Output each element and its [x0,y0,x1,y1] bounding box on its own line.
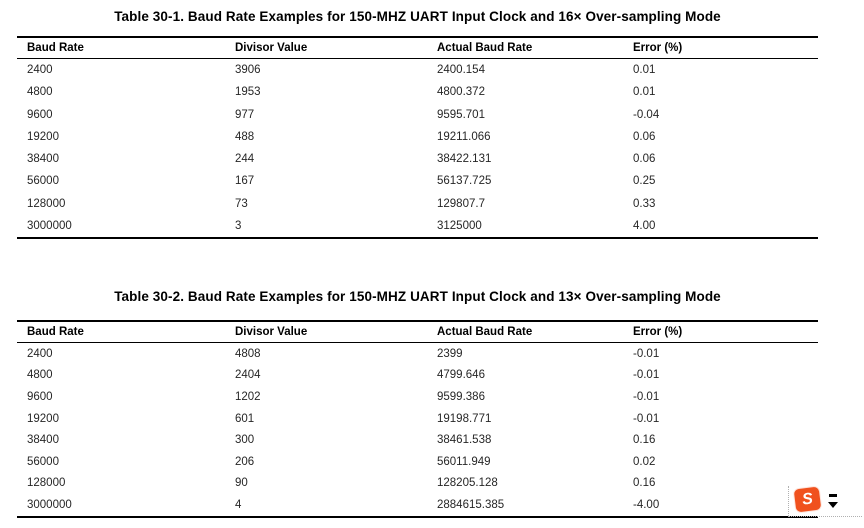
table-cell: -0.01 [633,390,660,403]
table-cell: -0.04 [633,108,660,121]
table-cell: 38461.538 [437,434,492,447]
table-cell: 0.16 [633,477,656,490]
table-cell: 3125000 [437,219,482,232]
column-header: Actual Baud Rate [427,37,623,59]
table-row: 56000 206 56011.949 0.02 [17,451,818,473]
table-cell: 206 [235,455,255,468]
table-row: 3000000 3 3125000 4.00 [17,215,818,238]
table-cell: 56000 [27,175,59,188]
table-cell: 1202 [235,390,261,403]
table-cell: -4.00 [633,498,660,511]
baud-rate-table-13x: Baud Rate Divisor Value Actual Baud Rate Er… [17,320,818,518]
table-cell: 2400.154 [437,64,485,77]
table-cell: 2400 [27,347,53,360]
capture-logo-icon[interactable]: S [793,486,822,513]
table-cell: 2884615.385 [437,498,505,511]
table-cell: 19211.066 [437,130,491,143]
table-cell: 488 [235,130,255,143]
table-cell: 601 [235,412,255,425]
table-cell: 38400 [27,153,59,166]
table-cell: 56000 [27,455,59,468]
table-header-row: Baud Rate Divisor Value Actual Baud Rate Er… [17,321,818,343]
table-cell: 2404 [235,369,261,382]
table-cell: 0.01 [633,86,656,99]
table-cell: 9600 [27,390,53,403]
column-header: Actual Baud Rate [427,321,623,343]
table-row: 38400 244 38422.131 0.06 [17,148,818,170]
table-30-1-caption: Table 30-1. Baud Rate Examples for 150-M… [114,9,721,24]
table-cell: 90 [235,477,248,490]
table-row: 2400 4808 2399 -0.01 [17,343,818,365]
table-cell: 1953 [235,86,261,99]
table-cell: 4 [235,498,242,511]
table-cell: -0.01 [633,369,660,382]
table-row: 4800 1953 4800.372 0.01 [17,81,818,103]
column-header: Baud Rate [17,321,225,343]
scroll-down-icon[interactable] [828,502,838,508]
column-header: Error (%) [623,321,818,343]
table-cell: 56137.725 [437,175,492,188]
table-cell: 4800 [27,86,53,99]
table-cell: 0.25 [633,175,656,188]
table-row: 128000 73 129807.7 0.33 [17,193,818,215]
table-cell: 19200 [27,412,59,425]
table-cell: 2400 [27,64,53,77]
table-cell: 38400 [27,434,59,447]
table-cell: 0.16 [633,434,656,447]
table-cell: 9595.701 [437,108,485,121]
table-cell: 0.02 [633,455,656,468]
table-row: 2400 3906 2400.154 0.01 [17,59,818,82]
capture-marquee-horizontal-line [788,516,862,517]
column-header: Divisor Value [225,321,427,343]
table-cell: 0.06 [633,130,656,143]
table-cell: 73 [235,197,248,210]
table-cell: -0.01 [633,412,660,425]
collapse-dash-icon[interactable] [829,494,837,497]
table-row: 38400 300 38461.538 0.16 [17,429,818,451]
table-row: 19200 488 19211.066 0.06 [17,126,818,148]
table-cell: 300 [235,434,255,447]
table-row: 128000 90 128205.128 0.16 [17,473,818,495]
table-cell: 2399 [437,347,463,360]
table-row: 4800 2404 4799.646 -0.01 [17,365,818,387]
table-cell: 9599.386 [437,390,485,403]
table-cell: 19198.771 [437,412,492,425]
table-cell: 4800.372 [437,86,485,99]
table-cell: 128205.128 [437,477,498,490]
table-row: 9600 977 9595.701 -0.04 [17,104,818,126]
table-cell: 977 [235,108,255,121]
table-row: 19200 601 19198.771 -0.01 [17,408,818,430]
table-cell: 3000000 [27,498,72,511]
table-cell: 56011.949 [437,455,491,468]
table-cell: 3906 [235,64,261,77]
table-row: 3000000 4 2884615.385 -4.00 [17,494,818,517]
table-cell: 128000 [27,197,66,210]
table-cell: 4800 [27,369,53,382]
column-header: Divisor Value [225,37,427,59]
table-cell: 167 [235,175,255,188]
baud-rate-table-16x: Baud Rate Divisor Value Actual Baud Rate Er… [17,36,818,239]
table-row: 56000 167 56137.725 0.25 [17,170,818,192]
table-cell: -0.01 [633,347,660,360]
table-cell: 128000 [27,477,66,490]
table-cell: 0.01 [633,64,656,77]
table-row: 9600 1202 9599.386 -0.01 [17,386,818,408]
table-cell: 129807.7 [437,197,485,210]
table-cell: 38422.131 [437,153,492,166]
table-cell: 0.33 [633,197,656,210]
column-header: Error (%) [623,37,818,59]
table-cell: 244 [235,153,255,166]
table-cell: 4799.646 [437,369,485,382]
column-header: Baud Rate [17,37,225,59]
table-cell: 0.06 [633,153,656,166]
table-header-row: Baud Rate Divisor Value Actual Baud Rate Er… [17,37,818,59]
table-cell: 19200 [27,130,59,143]
capture-marquee-vertical-line [788,486,789,516]
table-cell: 3000000 [27,219,72,232]
table-cell: 4.00 [633,219,656,232]
table-30-2-caption: Table 30-2. Baud Rate Examples for 150-M… [114,289,721,304]
table-cell: 4808 [235,347,261,360]
table-cell: 9600 [27,108,53,121]
table-cell: 3 [235,219,242,232]
